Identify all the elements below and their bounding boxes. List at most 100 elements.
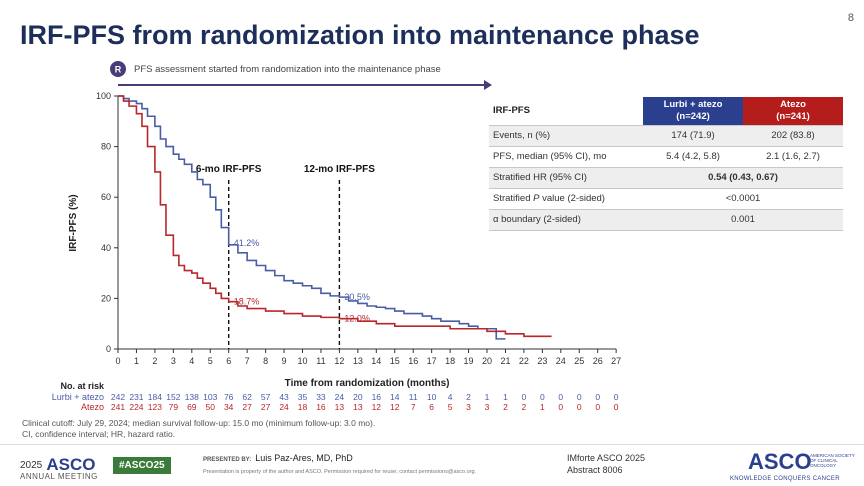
- slide-title: IRF-PFS from randomization into maintena…: [20, 20, 700, 50]
- risk-count: 2: [466, 392, 471, 402]
- x-tick-label: 19: [464, 356, 474, 366]
- x-tick-label: 4: [189, 356, 194, 366]
- hr-table-header-atezo: Atezo (n=241): [743, 97, 843, 126]
- x-tick-label: 25: [574, 356, 584, 366]
- risk-count: 0: [614, 402, 619, 412]
- row-lurbi-value: 174 (71.9): [643, 125, 743, 147]
- risk-count: 241: [111, 402, 125, 412]
- risk-count: 6: [429, 402, 434, 412]
- x-tick-label: 6: [226, 356, 231, 366]
- x-tick-label: 22: [519, 356, 529, 366]
- risk-count: 27: [242, 402, 252, 412]
- x-tick-label: 8: [263, 356, 268, 366]
- risk-row-label: Atezo: [81, 402, 104, 412]
- risk-count: 1: [540, 402, 545, 412]
- row-label-pre: Stratified: [493, 193, 534, 204]
- risk-count: 152: [166, 392, 180, 402]
- risk-row-label: Lurbi + atezo: [52, 392, 104, 402]
- risk-count: 50: [206, 402, 216, 412]
- row-label: Stratified P value (2-sided): [489, 188, 643, 210]
- risk-count: 16: [372, 392, 382, 402]
- x-tick-label: 24: [556, 356, 566, 366]
- logo-asco: ASCO: [46, 455, 96, 474]
- risk-count: 0: [558, 392, 563, 402]
- risk-count: 4: [448, 392, 453, 402]
- x-tick-label: 20: [482, 356, 492, 366]
- risk-count: 3: [485, 402, 490, 412]
- risk-count: 0: [558, 402, 563, 412]
- slide-number: 8: [847, 12, 854, 24]
- hr-table-header-lurbi: Lurbi + atezo (n=242): [643, 97, 743, 126]
- risk-count: 27: [261, 402, 271, 412]
- hr-table-header-label: IRF-PFS: [489, 97, 643, 126]
- risk-count: 2: [503, 402, 508, 412]
- risk-count: 242: [111, 392, 125, 402]
- row-lurbi-value: 5.4 (4.2, 5.8): [643, 146, 743, 168]
- risk-count: 0: [522, 392, 527, 402]
- x-tick-label: 2: [152, 356, 157, 366]
- banner-text: PFS assessment started from randomizatio…: [134, 64, 441, 75]
- x-tick-label: 11: [316, 356, 325, 366]
- risk-count: 33: [316, 392, 326, 402]
- risk-count: 79: [169, 402, 179, 412]
- y-axis-title: IRF-PFS (%): [68, 194, 79, 251]
- property-notice: Presentation is property of the author a…: [203, 469, 477, 475]
- x-tick-label: 9: [282, 356, 287, 366]
- x-tick-label: 13: [353, 356, 363, 366]
- risk-count: 43: [279, 392, 289, 402]
- annual-meeting-label: ANNUAL MEETING: [20, 472, 98, 481]
- asco-logo: ASCO: [748, 449, 812, 474]
- row-atezo-value: 202 (83.8): [743, 125, 843, 147]
- point-label: 18.7%: [234, 297, 260, 307]
- x-tick-label: 17: [427, 356, 437, 366]
- x-tick-label: 12: [334, 356, 344, 366]
- risk-count: 76: [224, 392, 234, 402]
- risk-count: 57: [261, 392, 271, 402]
- randomization-badge-letter: R: [115, 65, 122, 75]
- row-label-post: value (2-sided): [539, 193, 605, 204]
- x-tick-label: 10: [297, 356, 307, 366]
- y-tick-label: 20: [101, 293, 111, 303]
- risk-count: 5: [448, 402, 453, 412]
- risk-count: 224: [129, 402, 143, 412]
- row-label: Events, n (%): [489, 125, 643, 147]
- risk-count: 138: [185, 392, 199, 402]
- abstract-number: Abstract 8006: [567, 465, 623, 475]
- footnote-abbreviations: CI, confidence interval; HR, hazard rati…: [22, 429, 176, 439]
- hr-table-row-events: Events, n (%) 174 (71.9) 202 (83.8): [489, 125, 843, 147]
- hr-table: IRF-PFS Lurbi + atezo (n=242) Atezo (n=241…: [489, 97, 843, 231]
- risk-count: 10: [427, 392, 437, 402]
- y-tick-label: 100: [96, 91, 111, 101]
- risk-count: 0: [540, 392, 545, 402]
- risk-count: 103: [203, 392, 217, 402]
- risk-count: 13: [335, 402, 345, 412]
- km-curve-atezo: [118, 95, 552, 338]
- risk-count: 1: [503, 392, 508, 402]
- footer: 2025 ASCO ANNUAL MEETING #ASCO25 PRESENT…: [0, 444, 864, 486]
- row-value: 0.001: [643, 209, 843, 231]
- y-tick-label: 40: [101, 243, 111, 253]
- risk-count: 62: [242, 392, 252, 402]
- risk-count: 123: [148, 402, 162, 412]
- row-value: 0.54 (0.43, 0.67): [643, 167, 843, 189]
- risk-count: 0: [595, 402, 600, 412]
- x-axis-title: Time from randomization (months): [285, 378, 450, 389]
- y-tick-label: 60: [101, 192, 111, 202]
- hr-table-row-median: PFS, median (95% CI), mo 5.4 (4.2, 5.8) …: [489, 146, 843, 168]
- landmark-label: 6-mo IRF-PFS: [196, 164, 262, 175]
- landmark-label: 12-mo IRF-PFS: [304, 164, 375, 175]
- risk-count: 0: [577, 402, 582, 412]
- lurbi-arm-name: Lurbi + atezo: [663, 99, 723, 111]
- atezo-arm-n: (n=241): [776, 110, 810, 122]
- risk-count: 7: [411, 402, 416, 412]
- risk-count: 20: [353, 392, 363, 402]
- risk-count: 13: [353, 402, 363, 412]
- risk-count: 14: [390, 392, 400, 402]
- risk-count: 18: [298, 402, 308, 412]
- asco-annual-meeting-logo: 2025 ASCO: [20, 455, 95, 475]
- atezo-arm-name: Atezo: [780, 99, 806, 111]
- risk-count: 0: [614, 392, 619, 402]
- row-label: α boundary (2-sided): [489, 209, 643, 231]
- risk-count: 34: [224, 402, 234, 412]
